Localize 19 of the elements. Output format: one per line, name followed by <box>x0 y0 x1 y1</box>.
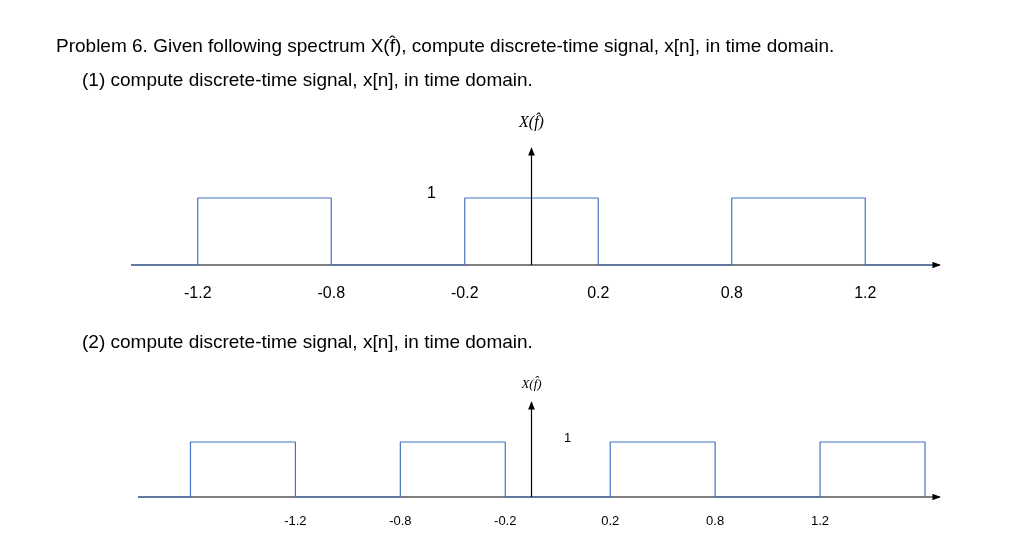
x-tick-label: 1.2 <box>854 284 877 301</box>
x-tick-label: 0.2 <box>587 284 610 301</box>
x-tick-label: 1.2 <box>811 513 830 528</box>
chart-subtitle: (2) compute discrete-time signal, x[n], in time domain. <box>82 331 533 352</box>
chart-title: Problem 6. Given following spectrum X(f̂), compute discrete-time signal, x[n], in time domain. <box>56 34 835 56</box>
annotation: 1 <box>563 430 572 445</box>
annotation: 1 <box>427 184 437 201</box>
x-tick-label: 0.8 <box>720 284 743 301</box>
y-axis-title: X(f̂) <box>518 111 544 131</box>
y-axis-title: X(f̂) <box>520 376 542 391</box>
x-tick-label: -0.2 <box>450 284 479 301</box>
x-tick-label: 0.8 <box>706 513 725 528</box>
x-tick-label: -1.2 <box>284 513 307 528</box>
x-tick-label: -0.2 <box>494 513 517 528</box>
x-tick-label: -1.2 <box>183 284 212 301</box>
chart-subtitle: (1) compute discrete-time signal, x[n], in time domain. <box>82 69 533 90</box>
x-tick-label: 0.2 <box>601 513 620 528</box>
x-tick-label: -0.8 <box>317 284 346 301</box>
x-tick-label: -0.8 <box>389 513 412 528</box>
